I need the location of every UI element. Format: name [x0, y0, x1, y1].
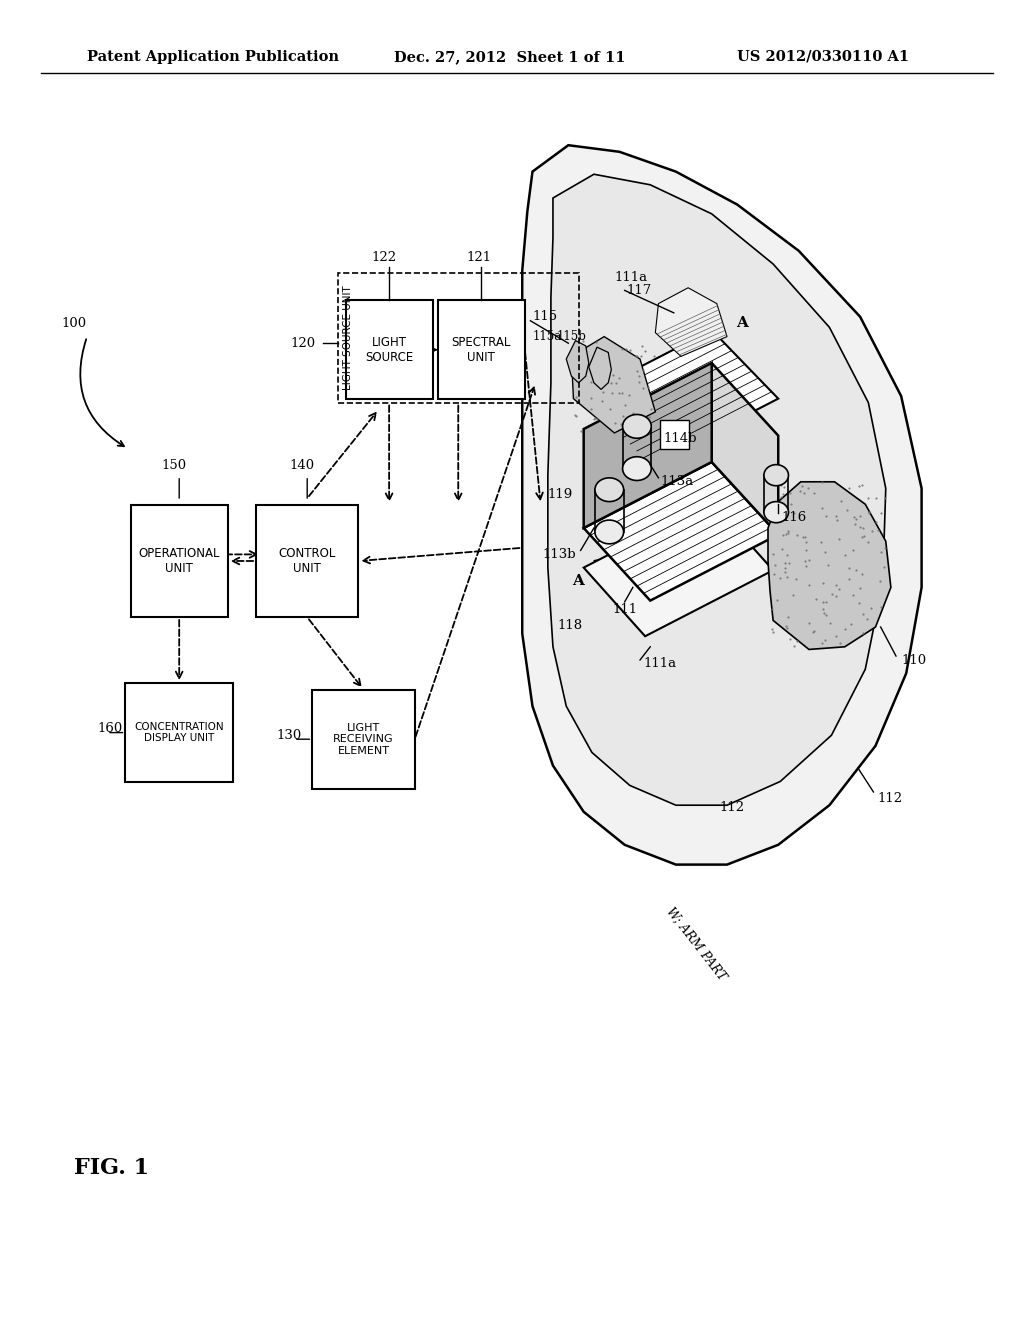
Ellipse shape: [623, 457, 651, 480]
Ellipse shape: [764, 502, 788, 523]
Text: 111a: 111a: [614, 271, 647, 284]
Text: 121: 121: [467, 251, 492, 264]
Polygon shape: [522, 145, 922, 865]
Text: 118: 118: [557, 619, 583, 632]
Ellipse shape: [764, 465, 788, 486]
Polygon shape: [571, 337, 655, 433]
Text: Patent Application Publication: Patent Application Publication: [87, 50, 339, 63]
Text: FIG. 1: FIG. 1: [74, 1158, 148, 1179]
Ellipse shape: [595, 520, 624, 544]
Text: A: A: [736, 317, 749, 330]
Text: 110: 110: [901, 653, 927, 667]
FancyBboxPatch shape: [312, 689, 415, 788]
Text: 115b: 115b: [557, 330, 587, 343]
FancyBboxPatch shape: [131, 506, 227, 618]
Text: US 2012/0330110 A1: US 2012/0330110 A1: [737, 50, 909, 63]
Polygon shape: [566, 341, 589, 383]
Text: SPECTRAL
UNIT: SPECTRAL UNIT: [452, 335, 511, 364]
Text: A: A: [572, 574, 585, 587]
Text: CONTROL
UNIT: CONTROL UNIT: [279, 546, 336, 576]
FancyBboxPatch shape: [346, 301, 433, 399]
Text: LIGHT
RECEIVING
ELEMENT: LIGHT RECEIVING ELEMENT: [333, 722, 394, 756]
Polygon shape: [548, 174, 886, 805]
Text: LIGHT SOURCE UNIT: LIGHT SOURCE UNIT: [343, 285, 353, 391]
Polygon shape: [768, 482, 891, 649]
Ellipse shape: [623, 414, 651, 438]
FancyBboxPatch shape: [256, 506, 358, 618]
Text: Dec. 27, 2012  Sheet 1 of 11: Dec. 27, 2012 Sheet 1 of 11: [394, 50, 626, 63]
Text: 112: 112: [720, 801, 745, 814]
Text: 114b: 114b: [664, 432, 697, 445]
FancyBboxPatch shape: [125, 682, 232, 781]
Text: 113b: 113b: [543, 548, 577, 561]
Text: 130: 130: [276, 729, 302, 742]
Text: 115: 115: [532, 310, 558, 323]
Text: 115a: 115a: [532, 330, 562, 343]
Text: 116: 116: [781, 511, 807, 524]
Text: 122: 122: [372, 251, 396, 264]
Polygon shape: [584, 363, 712, 528]
Polygon shape: [584, 462, 778, 601]
FancyBboxPatch shape: [438, 301, 524, 399]
Text: 160: 160: [97, 722, 123, 735]
Text: 100: 100: [61, 317, 87, 330]
Polygon shape: [712, 363, 778, 535]
Text: 119: 119: [547, 488, 572, 502]
Text: 120: 120: [290, 337, 315, 350]
FancyBboxPatch shape: [660, 420, 689, 449]
Text: CONCENTRATION
DISPLAY UNIT: CONCENTRATION DISPLAY UNIT: [134, 722, 224, 743]
Text: 117: 117: [627, 284, 652, 297]
Text: 140: 140: [290, 459, 314, 473]
Ellipse shape: [595, 478, 624, 502]
Polygon shape: [584, 502, 773, 636]
Text: 111: 111: [612, 603, 637, 616]
Text: LIGHT
SOURCE: LIGHT SOURCE: [365, 335, 414, 364]
Text: W; ARM PART: W; ARM PART: [664, 904, 728, 983]
Polygon shape: [584, 330, 778, 465]
Text: 150: 150: [162, 459, 186, 473]
Polygon shape: [655, 288, 727, 356]
Text: 111a: 111a: [643, 657, 676, 671]
Text: 113a: 113a: [660, 475, 693, 488]
Text: OPERATIONAL
UNIT: OPERATIONAL UNIT: [138, 546, 220, 576]
Text: 112: 112: [878, 792, 903, 805]
Polygon shape: [589, 347, 611, 389]
